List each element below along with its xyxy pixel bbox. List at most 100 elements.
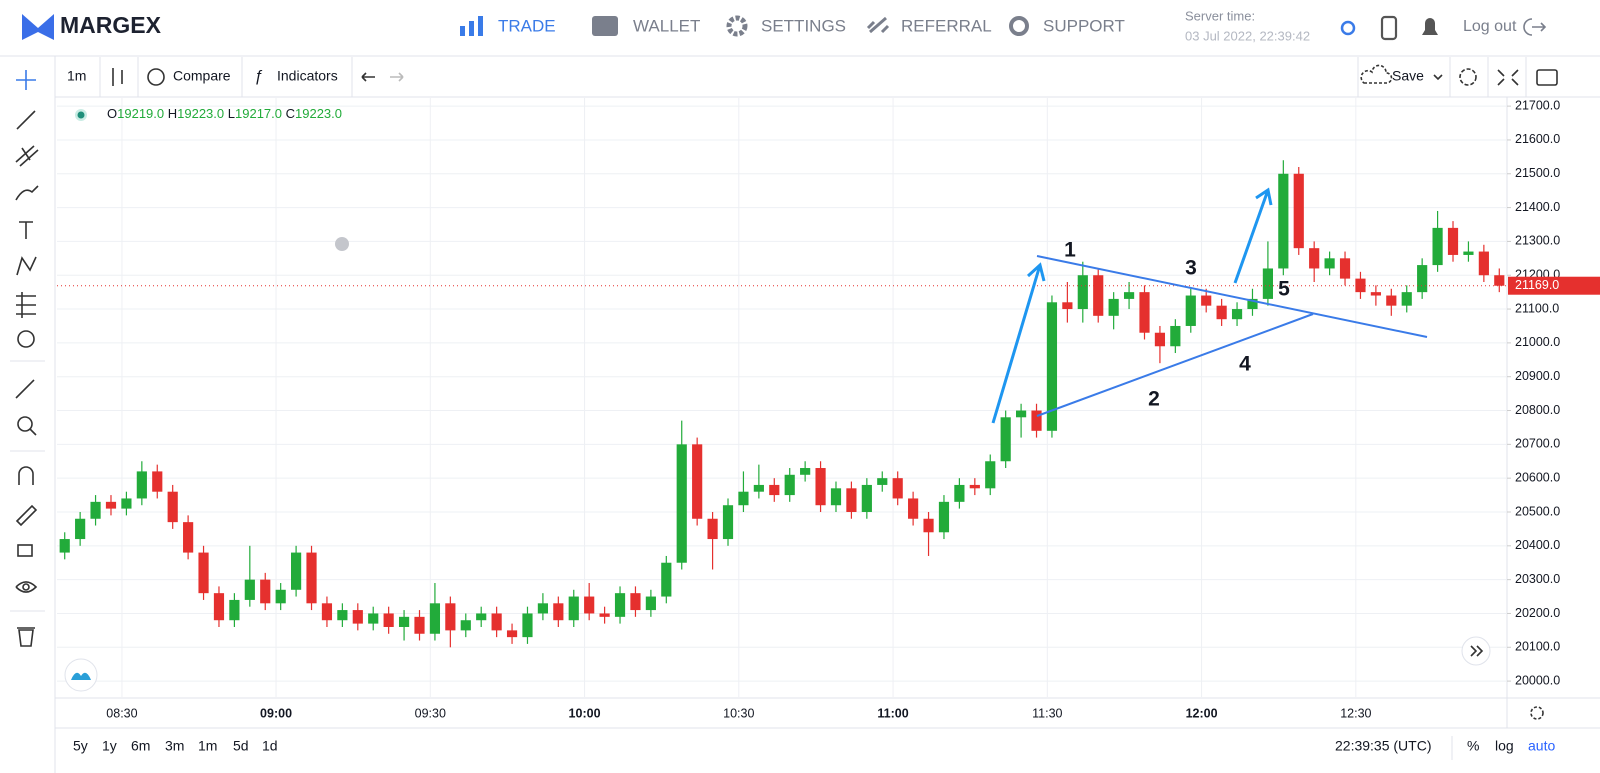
candle-body bbox=[676, 444, 687, 563]
save[interactable]: Save bbox=[1392, 68, 1424, 84]
candle-body bbox=[75, 518, 86, 540]
candle-body bbox=[1108, 298, 1119, 316]
chart: 20000.0 20100.0 20200.0 20300.0 20400.0 20500… bbox=[57, 98, 1600, 720]
ohlc-value: 19217.0 bbox=[235, 106, 282, 121]
range-button[interactable]: 5y bbox=[73, 738, 88, 754]
y-tick-label: 20600.0 bbox=[1515, 470, 1560, 484]
clock: 22:39:35 (UTC) bbox=[1335, 738, 1431, 754]
screenshot[interactable] bbox=[1536, 69, 1558, 86]
drawing-tools[interactable] bbox=[15, 70, 39, 647]
compare[interactable]: Compare bbox=[173, 68, 231, 84]
logout-icon[interactable] bbox=[1523, 18, 1547, 36]
candle-body bbox=[291, 552, 302, 590]
candle-body bbox=[861, 484, 872, 512]
candle-body bbox=[692, 444, 703, 519]
y-tick-label: 20800.0 bbox=[1515, 403, 1560, 417]
candle-body bbox=[738, 491, 749, 506]
scale-option[interactable]: % bbox=[1467, 738, 1479, 754]
candle-body bbox=[645, 596, 656, 611]
nav-settings[interactable]: SETTINGS bbox=[761, 16, 846, 35]
range-button[interactable]: 1y bbox=[102, 738, 117, 754]
nav-trade[interactable]: TRADE bbox=[498, 16, 556, 35]
range-button[interactable]: 5d bbox=[233, 738, 249, 754]
save-icon[interactable] bbox=[1360, 64, 1393, 84]
candle-body bbox=[1417, 265, 1428, 293]
candle-body bbox=[121, 498, 132, 509]
bell-icon[interactable] bbox=[1422, 18, 1438, 35]
range-button[interactable]: 3m bbox=[165, 738, 184, 754]
candle-body bbox=[954, 484, 965, 502]
candle-body bbox=[1339, 258, 1351, 279]
candle-body bbox=[892, 478, 903, 499]
candle-body bbox=[1231, 309, 1243, 320]
scale-option[interactable]: auto bbox=[1528, 738, 1555, 754]
logo[interactable]: MARGEX bbox=[60, 12, 162, 38]
candle-body bbox=[1370, 292, 1381, 296]
compare-icon[interactable] bbox=[147, 68, 165, 86]
ohlc-value: 19223.0 bbox=[295, 106, 342, 121]
chart-type-icon[interactable] bbox=[112, 68, 123, 86]
nav-referral[interactable]: REFERRAL bbox=[901, 16, 992, 35]
y-tick-label: 21300.0 bbox=[1515, 234, 1560, 248]
candle-body bbox=[1062, 302, 1073, 310]
candle-body bbox=[352, 610, 363, 624]
candle-body bbox=[846, 488, 857, 512]
candle-body bbox=[1201, 295, 1212, 306]
candle-body bbox=[445, 603, 456, 631]
candle-body bbox=[152, 471, 163, 492]
annotation: 3 bbox=[1185, 257, 1197, 280]
candle-body bbox=[1016, 410, 1027, 418]
indicators[interactable]: Indicators bbox=[277, 68, 338, 84]
support-icon bbox=[1009, 16, 1029, 36]
candle-body bbox=[800, 468, 811, 475]
candle-body bbox=[1309, 248, 1320, 269]
candle-body bbox=[568, 596, 579, 621]
candle-body bbox=[491, 613, 502, 631]
axis-settings[interactable] bbox=[1530, 706, 1544, 720]
scale-option[interactable]: log bbox=[1495, 738, 1514, 754]
x-tick-label: 09:30 bbox=[415, 706, 446, 720]
candle-body bbox=[1123, 292, 1135, 299]
candle-body bbox=[753, 484, 764, 492]
range-button[interactable]: 1m bbox=[198, 738, 217, 754]
nav-support[interactable]: SUPPORT bbox=[1043, 16, 1125, 35]
annotation: 4 bbox=[1239, 353, 1251, 376]
tv-logo[interactable] bbox=[64, 658, 98, 692]
chart-settings[interactable] bbox=[1459, 68, 1477, 86]
range-button[interactable]: 6m bbox=[131, 738, 150, 754]
candle-body bbox=[1077, 275, 1088, 310]
y-tick-label: 21000.0 bbox=[1515, 335, 1560, 349]
candle-body bbox=[630, 593, 641, 611]
undo[interactable] bbox=[361, 72, 375, 82]
help-icon[interactable] bbox=[335, 237, 349, 251]
redo[interactable] bbox=[390, 72, 404, 82]
fullscreen[interactable] bbox=[1497, 69, 1519, 86]
y-tick-label: 20500.0 bbox=[1515, 504, 1560, 518]
range-button[interactable]: 1d bbox=[262, 738, 278, 754]
trendlines bbox=[991, 187, 1428, 424]
logout[interactable]: Log out bbox=[1463, 18, 1517, 35]
y-tick-label: 20900.0 bbox=[1515, 369, 1560, 383]
candle-body bbox=[908, 498, 919, 519]
candle-body bbox=[1463, 251, 1474, 255]
candle-body bbox=[1324, 258, 1335, 269]
candle-body bbox=[1046, 302, 1058, 431]
y-tick-label: 20000.0 bbox=[1515, 673, 1560, 687]
ohlc-label: C bbox=[286, 106, 295, 121]
nav-wallet[interactable]: WALLET bbox=[633, 16, 700, 35]
legend-dot bbox=[77, 111, 85, 119]
candle-body bbox=[306, 552, 317, 604]
indicators-icon[interactable]: ƒ bbox=[254, 68, 263, 85]
candle-body bbox=[429, 603, 441, 634]
theme-icon[interactable] bbox=[1340, 20, 1356, 36]
x-tick-label: 09:00 bbox=[260, 706, 292, 720]
candle-body bbox=[183, 522, 194, 553]
y-tick-label: 20300.0 bbox=[1515, 572, 1560, 586]
annotation: 2 bbox=[1148, 388, 1160, 411]
y-tick-label: 20200.0 bbox=[1515, 606, 1560, 620]
mobile-icon[interactable] bbox=[1380, 15, 1398, 41]
wallet-icon bbox=[592, 16, 618, 36]
interval[interactable]: 1m bbox=[67, 68, 86, 84]
save-menu[interactable] bbox=[1433, 74, 1443, 81]
candle-body bbox=[136, 471, 147, 499]
